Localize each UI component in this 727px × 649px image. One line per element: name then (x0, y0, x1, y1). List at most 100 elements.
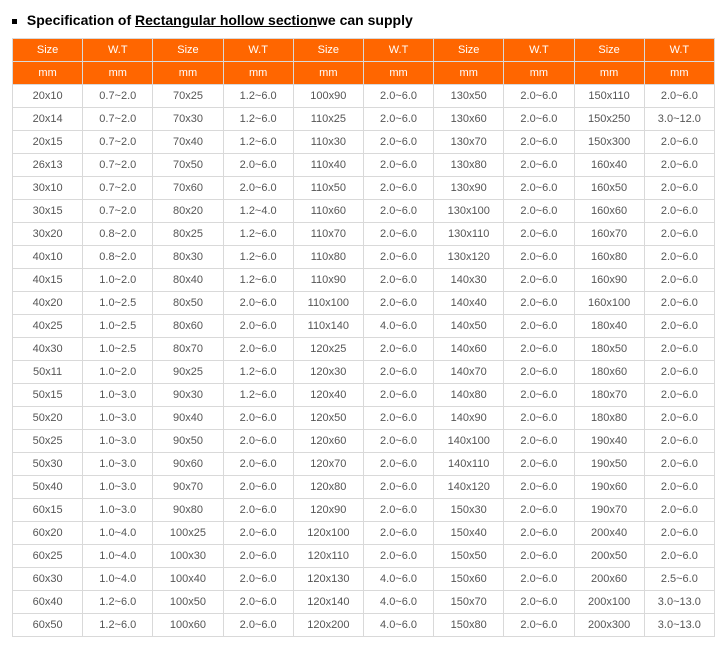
table-unit-cell: mm (363, 62, 433, 85)
table-cell: 100x30 (153, 545, 223, 568)
table-cell: 1.2~4.0 (223, 200, 293, 223)
table-cell: 110x30 (293, 131, 363, 154)
table-cell: 30x10 (13, 177, 83, 200)
table-cell: 70x40 (153, 131, 223, 154)
table-cell: 140x60 (434, 338, 504, 361)
table-cell: 2.0~6.0 (223, 453, 293, 476)
table-cell: 120x60 (293, 430, 363, 453)
table-cell: 1.0~2.0 (83, 269, 153, 292)
table-row: 50x301.0~3.090x602.0~6.0120x702.0~6.0140… (13, 453, 715, 476)
table-unit-cell: mm (644, 62, 714, 85)
table-cell: 120x70 (293, 453, 363, 476)
table-cell: 2.0~6.0 (504, 407, 574, 430)
table-cell: 110x25 (293, 108, 363, 131)
table-cell: 180x60 (574, 361, 644, 384)
table-cell: 3.0~13.0 (644, 591, 714, 614)
table-cell: 20x14 (13, 108, 83, 131)
table-cell: 1.2~6.0 (223, 223, 293, 246)
table-cell: 150x40 (434, 522, 504, 545)
table-cell: 1.2~6.0 (83, 591, 153, 614)
table-header-cell: W.T (644, 39, 714, 62)
table-cell: 150x250 (574, 108, 644, 131)
table-cell: 180x70 (574, 384, 644, 407)
table-cell: 2.0~6.0 (223, 315, 293, 338)
title-underlined: Rectangular hollow section (135, 12, 317, 28)
table-cell: 160x70 (574, 223, 644, 246)
table-cell: 120x40 (293, 384, 363, 407)
table-cell: 120x140 (293, 591, 363, 614)
table-cell: 4.0~6.0 (363, 614, 433, 637)
table-cell: 80x20 (153, 200, 223, 223)
table-cell: 100x60 (153, 614, 223, 637)
table-cell: 2.0~6.0 (644, 407, 714, 430)
table-cell: 2.0~6.0 (223, 591, 293, 614)
table-cell: 80x30 (153, 246, 223, 269)
table-cell: 40x25 (13, 315, 83, 338)
table-cell: 120x130 (293, 568, 363, 591)
table-cell: 110x40 (293, 154, 363, 177)
table-cell: 40x20 (13, 292, 83, 315)
table-cell: 50x11 (13, 361, 83, 384)
table-cell: 1.0~3.0 (83, 476, 153, 499)
table-cell: 2.0~6.0 (504, 338, 574, 361)
table-cell: 2.0~6.0 (504, 269, 574, 292)
table-cell: 50x25 (13, 430, 83, 453)
table-row: 50x401.0~3.090x702.0~6.0120x802.0~6.0140… (13, 476, 715, 499)
table-cell: 2.0~6.0 (504, 545, 574, 568)
table-cell: 150x50 (434, 545, 504, 568)
table-cell: 160x50 (574, 177, 644, 200)
table-cell: 0.7~2.0 (83, 177, 153, 200)
table-cell: 2.0~6.0 (223, 614, 293, 637)
table-cell: 180x40 (574, 315, 644, 338)
table-cell: 60x40 (13, 591, 83, 614)
table-cell: 2.5~6.0 (644, 568, 714, 591)
table-cell: 26x13 (13, 154, 83, 177)
table-cell: 90x40 (153, 407, 223, 430)
table-cell: 2.0~6.0 (504, 108, 574, 131)
table-unit-cell: mm (504, 62, 574, 85)
table-cell: 80x70 (153, 338, 223, 361)
table-cell: 180x80 (574, 407, 644, 430)
table-row: 40x100.8~2.080x301.2~6.0110x802.0~6.0130… (13, 246, 715, 269)
table-cell: 1.2~6.0 (223, 131, 293, 154)
table-cell: 60x25 (13, 545, 83, 568)
table-row: 60x201.0~4.0100x252.0~6.0120x1002.0~6.01… (13, 522, 715, 545)
table-cell: 2.0~6.0 (644, 499, 714, 522)
table-cell: 2.0~6.0 (644, 200, 714, 223)
table-cell: 2.0~6.0 (644, 154, 714, 177)
table-cell: 0.7~2.0 (83, 85, 153, 108)
table-cell: 50x20 (13, 407, 83, 430)
table-cell: 2.0~6.0 (363, 361, 433, 384)
table-cell: 2.0~6.0 (504, 453, 574, 476)
table-cell: 60x20 (13, 522, 83, 545)
table-row: 40x301.0~2.580x702.0~6.0120x252.0~6.0140… (13, 338, 715, 361)
table-cell: 130x80 (434, 154, 504, 177)
table-cell: 70x50 (153, 154, 223, 177)
table-cell: 110x80 (293, 246, 363, 269)
table-cell: 2.0~6.0 (504, 315, 574, 338)
table-cell: 110x100 (293, 292, 363, 315)
table-cell: 2.0~6.0 (223, 292, 293, 315)
table-cell: 2.0~6.0 (223, 407, 293, 430)
table-cell: 2.0~6.0 (504, 568, 574, 591)
table-cell: 2.0~6.0 (644, 430, 714, 453)
table-cell: 1.0~2.5 (83, 338, 153, 361)
table-cell: 2.0~6.0 (223, 568, 293, 591)
table-cell: 80x60 (153, 315, 223, 338)
table-header-cell: W.T (363, 39, 433, 62)
table-unit-cell: mm (574, 62, 644, 85)
table-cell: 120x90 (293, 499, 363, 522)
table-cell: 2.0~6.0 (223, 154, 293, 177)
table-cell: 120x110 (293, 545, 363, 568)
table-cell: 20x10 (13, 85, 83, 108)
table-row: 50x111.0~2.090x251.2~6.0120x302.0~6.0140… (13, 361, 715, 384)
table-cell: 2.0~6.0 (363, 108, 433, 131)
table-cell: 30x20 (13, 223, 83, 246)
table-cell: 1.2~6.0 (223, 361, 293, 384)
table-cell: 200x300 (574, 614, 644, 637)
table-cell: 2.0~6.0 (363, 269, 433, 292)
table-row: 30x150.7~2.080x201.2~4.0110x602.0~6.0130… (13, 200, 715, 223)
table-cell: 150x80 (434, 614, 504, 637)
table-cell: 1.0~4.0 (83, 568, 153, 591)
table-cell: 130x70 (434, 131, 504, 154)
